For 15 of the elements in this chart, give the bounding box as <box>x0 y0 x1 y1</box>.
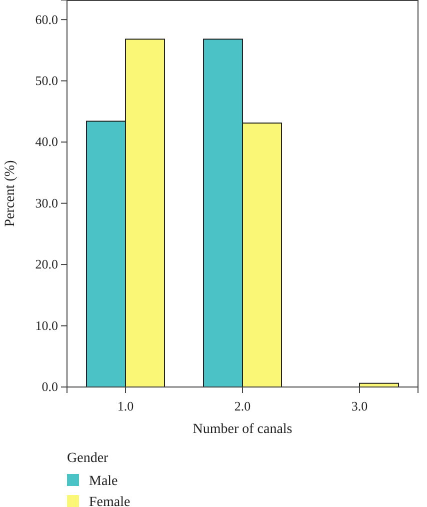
legend-title: Gender <box>67 451 109 466</box>
y-tick-label: 20.0 <box>35 256 58 272</box>
x-tick-label: 1.0 <box>117 398 134 414</box>
y-tick-label: 60.0 <box>35 12 58 27</box>
y-tick-label: 0.0 <box>42 379 58 394</box>
y-tick-label: 30.0 <box>35 195 58 210</box>
y-tick-label: 10.0 <box>35 318 58 333</box>
legend-label: Female <box>89 495 130 507</box>
x-tick-label: 3.0 <box>351 398 368 414</box>
y-tick-label: 40.0 <box>35 134 58 150</box>
x-tick-label: 2.0 <box>234 398 251 414</box>
y-tick-label: 50.0 <box>35 72 58 88</box>
y-axis-title: Percent (%) <box>3 160 18 227</box>
x-axis-title: Number of canals <box>192 422 292 437</box>
legend-label: Male <box>89 474 118 489</box>
